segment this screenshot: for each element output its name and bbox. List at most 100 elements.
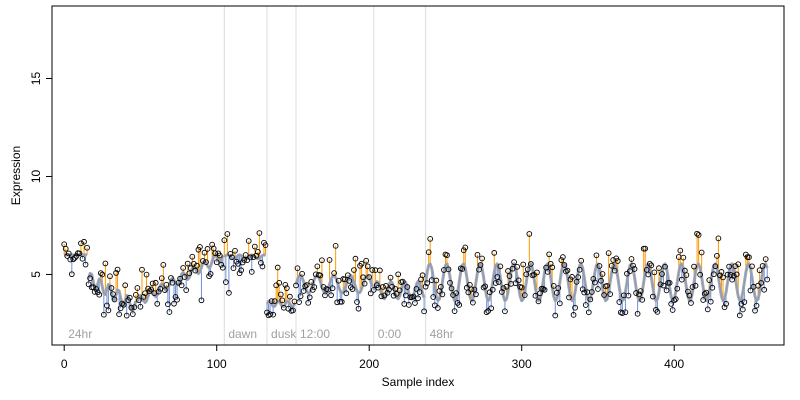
data-point xyxy=(694,230,700,237)
data-point xyxy=(308,279,315,285)
data-point xyxy=(140,294,147,300)
data-point xyxy=(267,311,273,318)
segment-marker-label: 48hr xyxy=(430,327,454,341)
data-point xyxy=(601,292,607,298)
segment-marker-label: 24hr xyxy=(68,327,92,341)
data-point xyxy=(666,280,673,286)
data-point xyxy=(578,257,585,264)
data-point xyxy=(505,268,511,274)
data-point xyxy=(247,254,254,261)
data-point xyxy=(207,271,214,277)
data-point xyxy=(549,264,556,271)
x-axis-title: Sample index xyxy=(382,375,455,389)
data-point xyxy=(480,284,487,291)
data-point xyxy=(302,283,309,290)
data-point xyxy=(383,282,389,289)
data-point xyxy=(636,291,642,298)
data-point xyxy=(430,294,437,300)
data-point xyxy=(84,244,90,251)
data-point xyxy=(245,238,252,244)
data-point xyxy=(165,301,171,308)
data-point xyxy=(512,280,519,287)
data-point xyxy=(691,263,697,270)
data-point xyxy=(444,252,450,259)
data-point xyxy=(764,276,771,283)
data-point xyxy=(216,252,223,259)
data-point xyxy=(576,266,583,273)
data-point xyxy=(520,261,527,268)
data-point xyxy=(611,267,618,274)
data-point xyxy=(515,277,522,284)
segment-marker-label: 12:00 xyxy=(300,327,330,341)
data-point xyxy=(468,286,475,293)
data-point xyxy=(78,240,84,247)
data-point xyxy=(412,300,418,306)
data-point xyxy=(410,293,417,300)
data-point xyxy=(566,294,572,301)
data-point xyxy=(244,257,251,264)
x-tick-label: 100 xyxy=(207,357,227,371)
data-point xyxy=(753,302,760,309)
data-point xyxy=(72,255,78,261)
data-point xyxy=(218,261,225,268)
data-point xyxy=(93,286,100,292)
data-point xyxy=(171,300,177,307)
data-point xyxy=(311,284,318,290)
data-point xyxy=(274,264,281,271)
data-point xyxy=(270,311,276,318)
data-point xyxy=(378,293,385,300)
data-point xyxy=(131,304,138,311)
data-point xyxy=(416,289,423,295)
data-point xyxy=(572,304,578,311)
data-point xyxy=(99,271,106,278)
data-point xyxy=(669,307,676,313)
data-point xyxy=(627,268,633,274)
data-point xyxy=(695,232,702,238)
data-point xyxy=(720,274,726,281)
data-point xyxy=(70,256,77,263)
data-point xyxy=(108,285,115,291)
data-point xyxy=(68,271,75,278)
data-point xyxy=(329,285,336,292)
data-point xyxy=(712,263,719,270)
data-point xyxy=(451,308,458,314)
data-point xyxy=(541,286,548,293)
data-point xyxy=(284,285,290,291)
data-point xyxy=(625,292,632,299)
data-point xyxy=(662,263,668,270)
segment-markers: 24hr dawn dusk 12:00 0:00 48hr xyxy=(68,6,454,345)
data-point xyxy=(649,293,656,300)
data-point xyxy=(657,281,664,288)
data-point xyxy=(178,282,185,289)
data-point xyxy=(631,266,638,272)
data-point xyxy=(129,311,136,317)
data-point xyxy=(483,309,490,316)
data-point xyxy=(287,293,293,300)
data-point xyxy=(421,308,427,315)
data-point xyxy=(470,299,476,306)
data-point xyxy=(462,244,469,251)
data-point xyxy=(224,231,231,237)
y-axis: 5 10 15 xyxy=(29,72,53,278)
data-point xyxy=(296,299,302,305)
data-point xyxy=(491,250,498,256)
data-point xyxy=(698,249,705,256)
data-point xyxy=(110,291,116,297)
data-point xyxy=(262,242,269,248)
data-point xyxy=(735,261,742,268)
data-point xyxy=(456,302,463,308)
data-point xyxy=(724,271,731,278)
data-point xyxy=(364,263,371,270)
data-point xyxy=(139,266,145,273)
data-point xyxy=(395,271,402,278)
data-point xyxy=(268,298,275,304)
data-point xyxy=(749,263,755,270)
data-point xyxy=(221,237,228,244)
data-point xyxy=(555,285,562,291)
data-point xyxy=(689,284,696,290)
data-point xyxy=(607,291,614,297)
data-point xyxy=(248,269,255,275)
data-point xyxy=(434,305,441,311)
data-point xyxy=(544,268,551,275)
